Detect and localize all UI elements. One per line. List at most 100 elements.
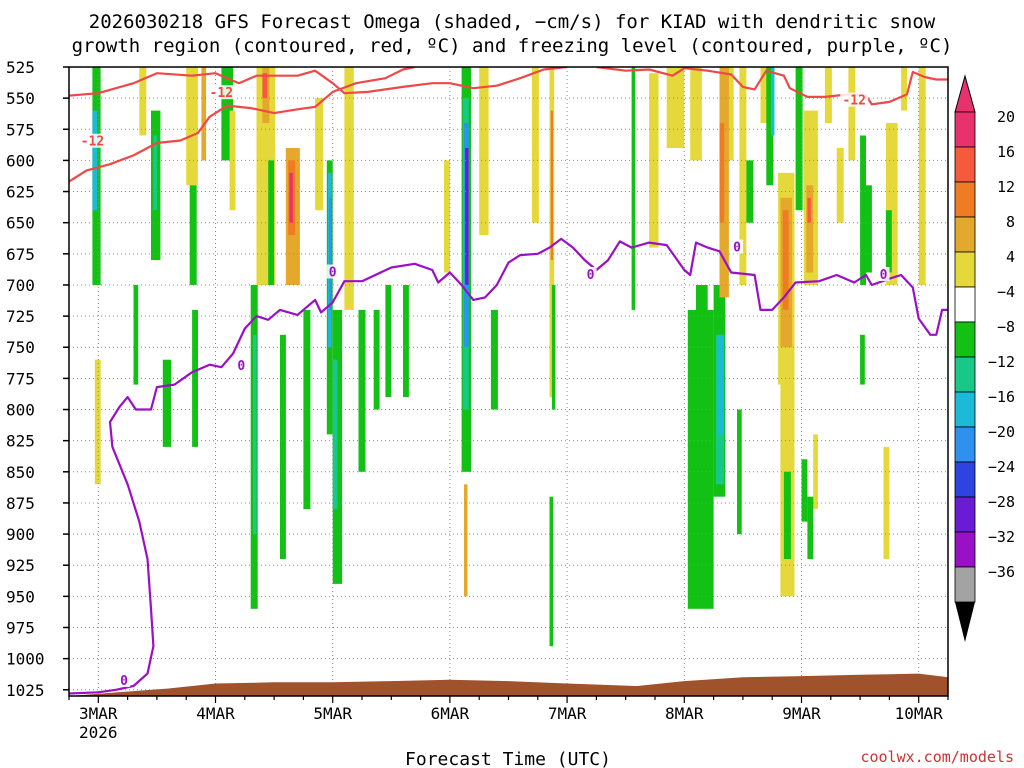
omega-cell-44 (531, 67, 539, 223)
omega-cell-64 (737, 409, 742, 535)
contour-label: 0 (329, 266, 337, 281)
omega-cell-19 (289, 172, 293, 223)
colorbar-label: 16 (997, 143, 1015, 161)
omega-cell-72 (783, 471, 791, 559)
omega-cell-41 (464, 484, 468, 597)
x-tick-label: 5MAR (313, 704, 352, 723)
omega-cell-5 (153, 135, 157, 211)
omega-cell-8 (186, 67, 198, 186)
y-tick-label: 900 (6, 525, 35, 544)
colorbar-swatch (954, 566, 976, 603)
omega-cell-54 (696, 285, 708, 385)
omega-cell-57 (717, 334, 723, 435)
y-tick-label: 750 (6, 338, 35, 357)
contour-label: -12 (210, 86, 233, 101)
omega-cell-9 (201, 67, 207, 161)
omega-cell-34 (385, 285, 392, 398)
contour-label-bg (207, 85, 236, 100)
colorbar-swatch (954, 426, 976, 463)
omega-cell-32 (358, 309, 366, 472)
y-tick-label: 850 (6, 463, 35, 482)
y-tick-label: 700 (6, 276, 35, 295)
omega-cell-80 (860, 135, 866, 285)
y-tick-label: 975 (6, 618, 35, 637)
omega-cell-7 (162, 359, 171, 447)
omega-cell-88 (813, 434, 818, 510)
freezing-level-contour (69, 237, 948, 695)
omega-cell-70 (782, 210, 789, 310)
contour-label: 0 (733, 241, 741, 256)
colorbar-label: 20 (997, 108, 1015, 126)
y-tick-label: 725 (6, 307, 35, 326)
y-tick-label: 625 (6, 183, 35, 202)
y-axis-pressure: 525 550 575 600 625 650 675 700 725 750 775 800 825 8… (6, 58, 69, 700)
colorbar-swatch (954, 321, 976, 358)
omega-cell-83 (885, 123, 898, 285)
y-tick-label: 650 (6, 214, 35, 233)
contour-label-bg (118, 673, 131, 688)
contour-label: -12 (81, 135, 104, 150)
omega-cell-78 (836, 148, 844, 223)
colorbar-label: −36 (988, 563, 1015, 581)
x-tick-sublabel: 2026 (79, 723, 118, 742)
x-tick-label: 9MAR (782, 704, 821, 723)
dgz-contour-right (596, 67, 948, 106)
x-tick-label: 7MAR (548, 704, 587, 723)
y-tick-label: 800 (6, 401, 35, 420)
omega-cell-48 (549, 496, 553, 647)
omega-cell-76 (807, 197, 811, 223)
x-axis-title: Forecast Time (UTC) (405, 749, 611, 768)
x-tick-label: 6MAR (431, 704, 470, 723)
colorbar-swatch (954, 461, 976, 498)
surface-terrain (69, 673, 948, 696)
omega-cell-61 (719, 123, 725, 223)
omega-cell-6 (133, 285, 139, 385)
omega-cell-49 (631, 67, 636, 310)
colorbar-label: 8 (1006, 213, 1015, 231)
omega-cell-1 (92, 110, 98, 211)
omega-cell-79 (848, 67, 856, 161)
y-tick-label: 875 (6, 494, 35, 513)
colorbar-label: −28 (988, 493, 1015, 511)
omega-cell-25 (315, 98, 324, 211)
y-tick-label: 775 (6, 369, 35, 388)
contour-label: -12 (842, 94, 865, 109)
contour-labels: -12 -12 -12 0 0 0 0 0 0 (78, 85, 890, 689)
credit-text: coolwx.com/models (860, 748, 1014, 766)
colorbar-swatch (954, 496, 976, 533)
contour-label-bg (584, 267, 597, 282)
colorbar-max-arrow (954, 74, 976, 113)
colorbar-label: −4 (997, 283, 1015, 301)
omega-cell-75 (806, 185, 814, 273)
omega-cell-2 (94, 359, 101, 485)
omega-cell-35 (403, 285, 409, 398)
y-tick-label: 525 (6, 58, 35, 77)
y-tick-label: 575 (6, 120, 35, 139)
x-tick-label: 8MAR (665, 704, 704, 723)
omega-cell-82 (866, 185, 872, 273)
omega-cell-81 (860, 334, 865, 385)
omega-cell-33 (373, 309, 380, 410)
colorbar-swatch (954, 356, 976, 393)
omega-cell-89 (801, 459, 808, 522)
omega-cell-51 (666, 67, 685, 148)
x-tick-label: 10MAR (895, 704, 944, 723)
colorbar-swatch (954, 146, 976, 183)
omega-cell-20 (268, 160, 275, 285)
omega-cell-28 (329, 197, 332, 310)
omega-cell-46 (550, 110, 553, 261)
colorbar-label: −20 (988, 423, 1015, 441)
contour-label: 0 (880, 268, 888, 283)
omega-cell-66 (766, 67, 774, 186)
omega-cell-12 (221, 67, 234, 161)
contour-label: 0 (587, 268, 595, 283)
omega-cell-42 (479, 67, 489, 236)
omega-cell-30 (332, 359, 338, 510)
plot-area: -12 -12 -12 0 0 0 0 0 0 (68, 66, 949, 697)
dgz-contour-lower (69, 67, 415, 183)
colorbar-min-arrow (955, 602, 975, 642)
y-tick-label: 675 (6, 245, 35, 264)
omega-cell-16 (262, 73, 268, 99)
colorbar-swatch (954, 531, 976, 568)
contour-label-bg (78, 133, 107, 148)
